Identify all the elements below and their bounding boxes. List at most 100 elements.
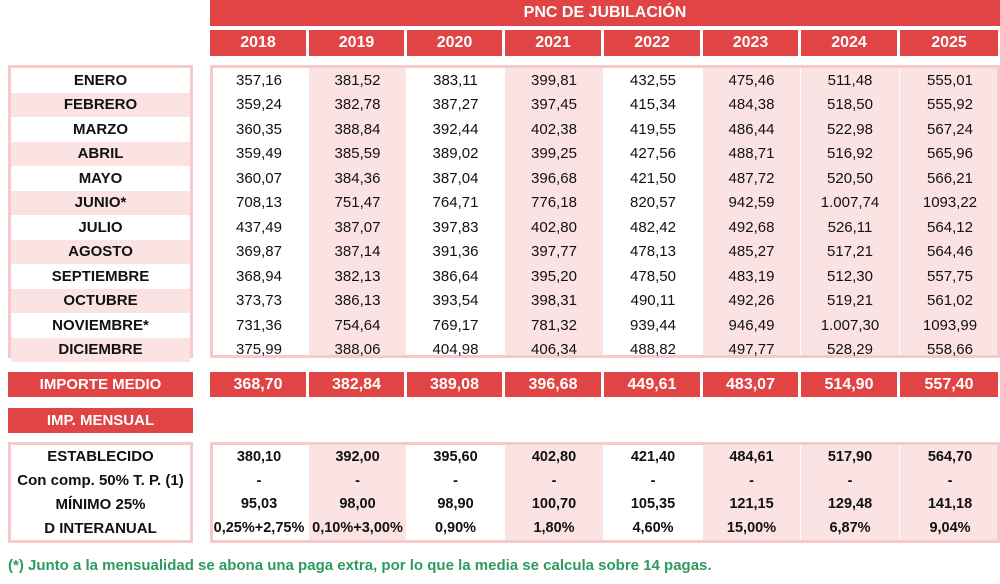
mensual-value: 0,10%+3,00% xyxy=(312,520,403,537)
mensual-value: 564,70 xyxy=(927,448,973,465)
month-value: 488,71 xyxy=(728,145,775,163)
row-shade xyxy=(11,239,190,264)
mensual-value: 95,03 xyxy=(240,496,278,513)
column-shade xyxy=(801,68,899,355)
month-value: 437,49 xyxy=(236,218,282,236)
month-value: 415,34 xyxy=(630,96,676,114)
mensual-value: 6,87% xyxy=(829,520,871,537)
importe-medio-value: 396,68 xyxy=(505,372,601,397)
month-value: 478,50 xyxy=(630,267,676,285)
importe-medio-value: 389,08 xyxy=(407,372,502,397)
month-value: 781,32 xyxy=(531,316,577,334)
month-value: 776,18 xyxy=(531,194,577,212)
month-value: 497,77 xyxy=(728,341,775,359)
mensual-value: 395,60 xyxy=(433,448,478,465)
mensual-label-box xyxy=(8,442,193,543)
month-value: 359,24 xyxy=(236,96,282,114)
month-value: 382,13 xyxy=(334,267,381,285)
month-value: 564,12 xyxy=(927,218,973,236)
mensual-value: 98,90 xyxy=(437,496,474,513)
importe-medio-value: 483,07 xyxy=(703,372,798,397)
mensual-value: 100,70 xyxy=(531,496,577,513)
column-shade xyxy=(309,445,406,540)
row-shade xyxy=(11,141,190,166)
month-value: 359,49 xyxy=(236,145,282,163)
month-value: 555,01 xyxy=(927,71,973,89)
month-value: 389,02 xyxy=(432,145,479,163)
column-shade xyxy=(703,445,800,540)
month-value: 528,29 xyxy=(827,341,873,359)
month-label: FEBRERO xyxy=(63,96,138,114)
month-value: 373,73 xyxy=(236,292,282,310)
mensual-value: - xyxy=(650,472,656,489)
mensual-value: 402,80 xyxy=(531,448,577,465)
mensual-value: 0,25%+2,75% xyxy=(213,520,305,537)
column-shade xyxy=(801,445,899,540)
month-value: 565,96 xyxy=(927,145,973,163)
month-value: 512,30 xyxy=(827,267,873,285)
month-value: 519,21 xyxy=(827,292,873,310)
month-value: 392,44 xyxy=(432,120,479,138)
importe-medio-value: 382,84 xyxy=(309,372,404,397)
mensual-value: - xyxy=(453,472,458,489)
mensual-value: - xyxy=(256,472,262,489)
mensual-value: 484,61 xyxy=(729,448,774,465)
month-label: ABRIL xyxy=(77,145,124,163)
column-shade xyxy=(309,68,406,355)
month-value: 946,49 xyxy=(728,316,775,334)
month-label: JUNIO* xyxy=(74,194,127,212)
mensual-label: ESTABLECIDO xyxy=(47,448,154,466)
month-value: 402,38 xyxy=(531,120,577,138)
column-shade xyxy=(900,68,997,355)
month-value: 385,59 xyxy=(334,145,381,163)
month-value: 511,48 xyxy=(827,71,873,89)
mensual-value: 380,10 xyxy=(236,448,282,465)
mensual-label: D INTERANUAL xyxy=(44,519,157,537)
month-value: 368,94 xyxy=(236,267,282,285)
column-shade xyxy=(505,68,603,355)
month-value: 360,07 xyxy=(236,169,282,187)
year-header: 2024 xyxy=(801,30,897,56)
month-value: 397,83 xyxy=(432,218,479,236)
footnote: (*) Junto a la mensualidad se abona una … xyxy=(8,557,712,574)
mensual-value: 1,80% xyxy=(533,520,575,537)
month-value: 482,42 xyxy=(630,218,676,236)
month-value: 388,06 xyxy=(334,341,381,359)
column-shade xyxy=(900,445,997,540)
month-value: 488,82 xyxy=(630,341,676,359)
importe-medio-value: 368,70 xyxy=(210,372,306,397)
month-value: 751,47 xyxy=(334,194,381,212)
month-value: 402,80 xyxy=(531,218,577,236)
month-value: 395,20 xyxy=(531,267,577,285)
importe-medio-value: 557,40 xyxy=(900,372,998,397)
month-value: 404,98 xyxy=(432,341,479,359)
mensual-value: 517,90 xyxy=(827,448,873,465)
month-value: 764,71 xyxy=(432,194,479,212)
month-value: 492,26 xyxy=(728,292,775,310)
mensual-value: 0,90% xyxy=(434,520,477,537)
year-header: 2023 xyxy=(703,30,798,56)
month-value: 1.007,74 xyxy=(820,194,880,212)
month-value: 483,19 xyxy=(728,267,775,285)
month-value: 399,25 xyxy=(531,145,577,163)
month-value: 516,92 xyxy=(827,145,873,163)
month-value: 1.007,30 xyxy=(820,316,880,334)
month-value: 557,75 xyxy=(927,267,973,285)
month-value: 520,50 xyxy=(827,169,873,187)
month-value: 427,56 xyxy=(630,145,676,163)
month-value: 383,11 xyxy=(433,71,478,89)
year-header: 2020 xyxy=(407,30,502,56)
month-value: 475,46 xyxy=(728,71,775,89)
importe-medio-value: 449,61 xyxy=(604,372,700,397)
mensual-value: - xyxy=(947,472,953,489)
row-shade xyxy=(11,288,190,313)
month-value: 486,44 xyxy=(728,120,775,138)
mensual-value: - xyxy=(355,472,360,489)
month-label: JULIO xyxy=(78,218,123,236)
month-value: 381,52 xyxy=(334,71,381,89)
month-value: 387,27 xyxy=(432,96,479,114)
month-value: 939,44 xyxy=(630,316,676,334)
importe-medio-value: 514,90 xyxy=(801,372,897,397)
mensual-value: 421,40 xyxy=(630,448,676,465)
month-value: 769,17 xyxy=(432,316,479,334)
